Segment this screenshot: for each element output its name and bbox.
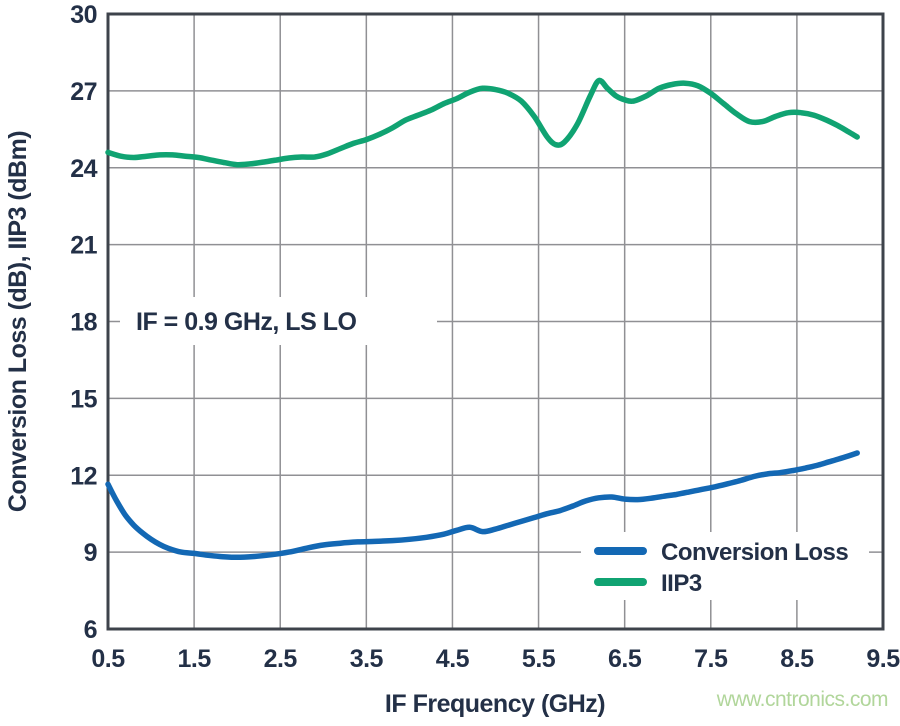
conversion-loss-line (105, 450, 860, 561)
y-tick-label: 24 (70, 155, 97, 183)
y-tick-labels: 6 9 12 15 18 21 24 27 30 (70, 1, 98, 644)
x-axis-title: IF Frequency (GHz) (385, 690, 605, 718)
y-axis-title: Conversion Loss (dB), IIP3 (dBm) (4, 131, 32, 512)
annotation-background (120, 297, 437, 345)
legend-label-iip3: IIP3 (661, 570, 702, 597)
x-tick-label: 4.5 (436, 645, 470, 673)
x-tick-label: 7.5 (694, 645, 728, 673)
legend-background (581, 532, 869, 600)
iip3-line (105, 77, 860, 168)
y-tick-label: 30 (70, 1, 97, 29)
x-tick-label: 1.5 (177, 645, 211, 673)
x-tick-label: 9.5 (866, 645, 900, 673)
x-tick-label: 2.5 (264, 645, 298, 673)
y-tick-label: 9 (84, 539, 97, 567)
watermark-text: www.cntronics.com (716, 688, 888, 711)
annotation-text: IF = 0.9 GHz, LS LO (136, 308, 356, 336)
y-tick-label: 6 (84, 616, 97, 644)
y-tick-label: 18 (70, 309, 97, 337)
x-tick-labels: 0.5 1.5 2.5 3.5 4.5 5.5 6.5 7.5 8.5 9.5 (91, 645, 900, 673)
x-tick-label: 6.5 (608, 645, 642, 673)
x-tick-label: 3.5 (350, 645, 384, 673)
legend: Conversion Loss IIP3 (594, 539, 849, 597)
x-tick-label: 8.5 (780, 645, 814, 673)
legend-label-conversion-loss: Conversion Loss (661, 539, 848, 566)
y-tick-label: 12 (70, 462, 97, 490)
x-tick-label: 5.5 (522, 645, 556, 673)
y-tick-label: 21 (70, 232, 97, 260)
x-tick-label: 0.5 (91, 645, 125, 673)
plot-border (106, 12, 885, 631)
y-tick-label: 27 (70, 78, 97, 106)
y-tick-label: 15 (70, 385, 97, 413)
